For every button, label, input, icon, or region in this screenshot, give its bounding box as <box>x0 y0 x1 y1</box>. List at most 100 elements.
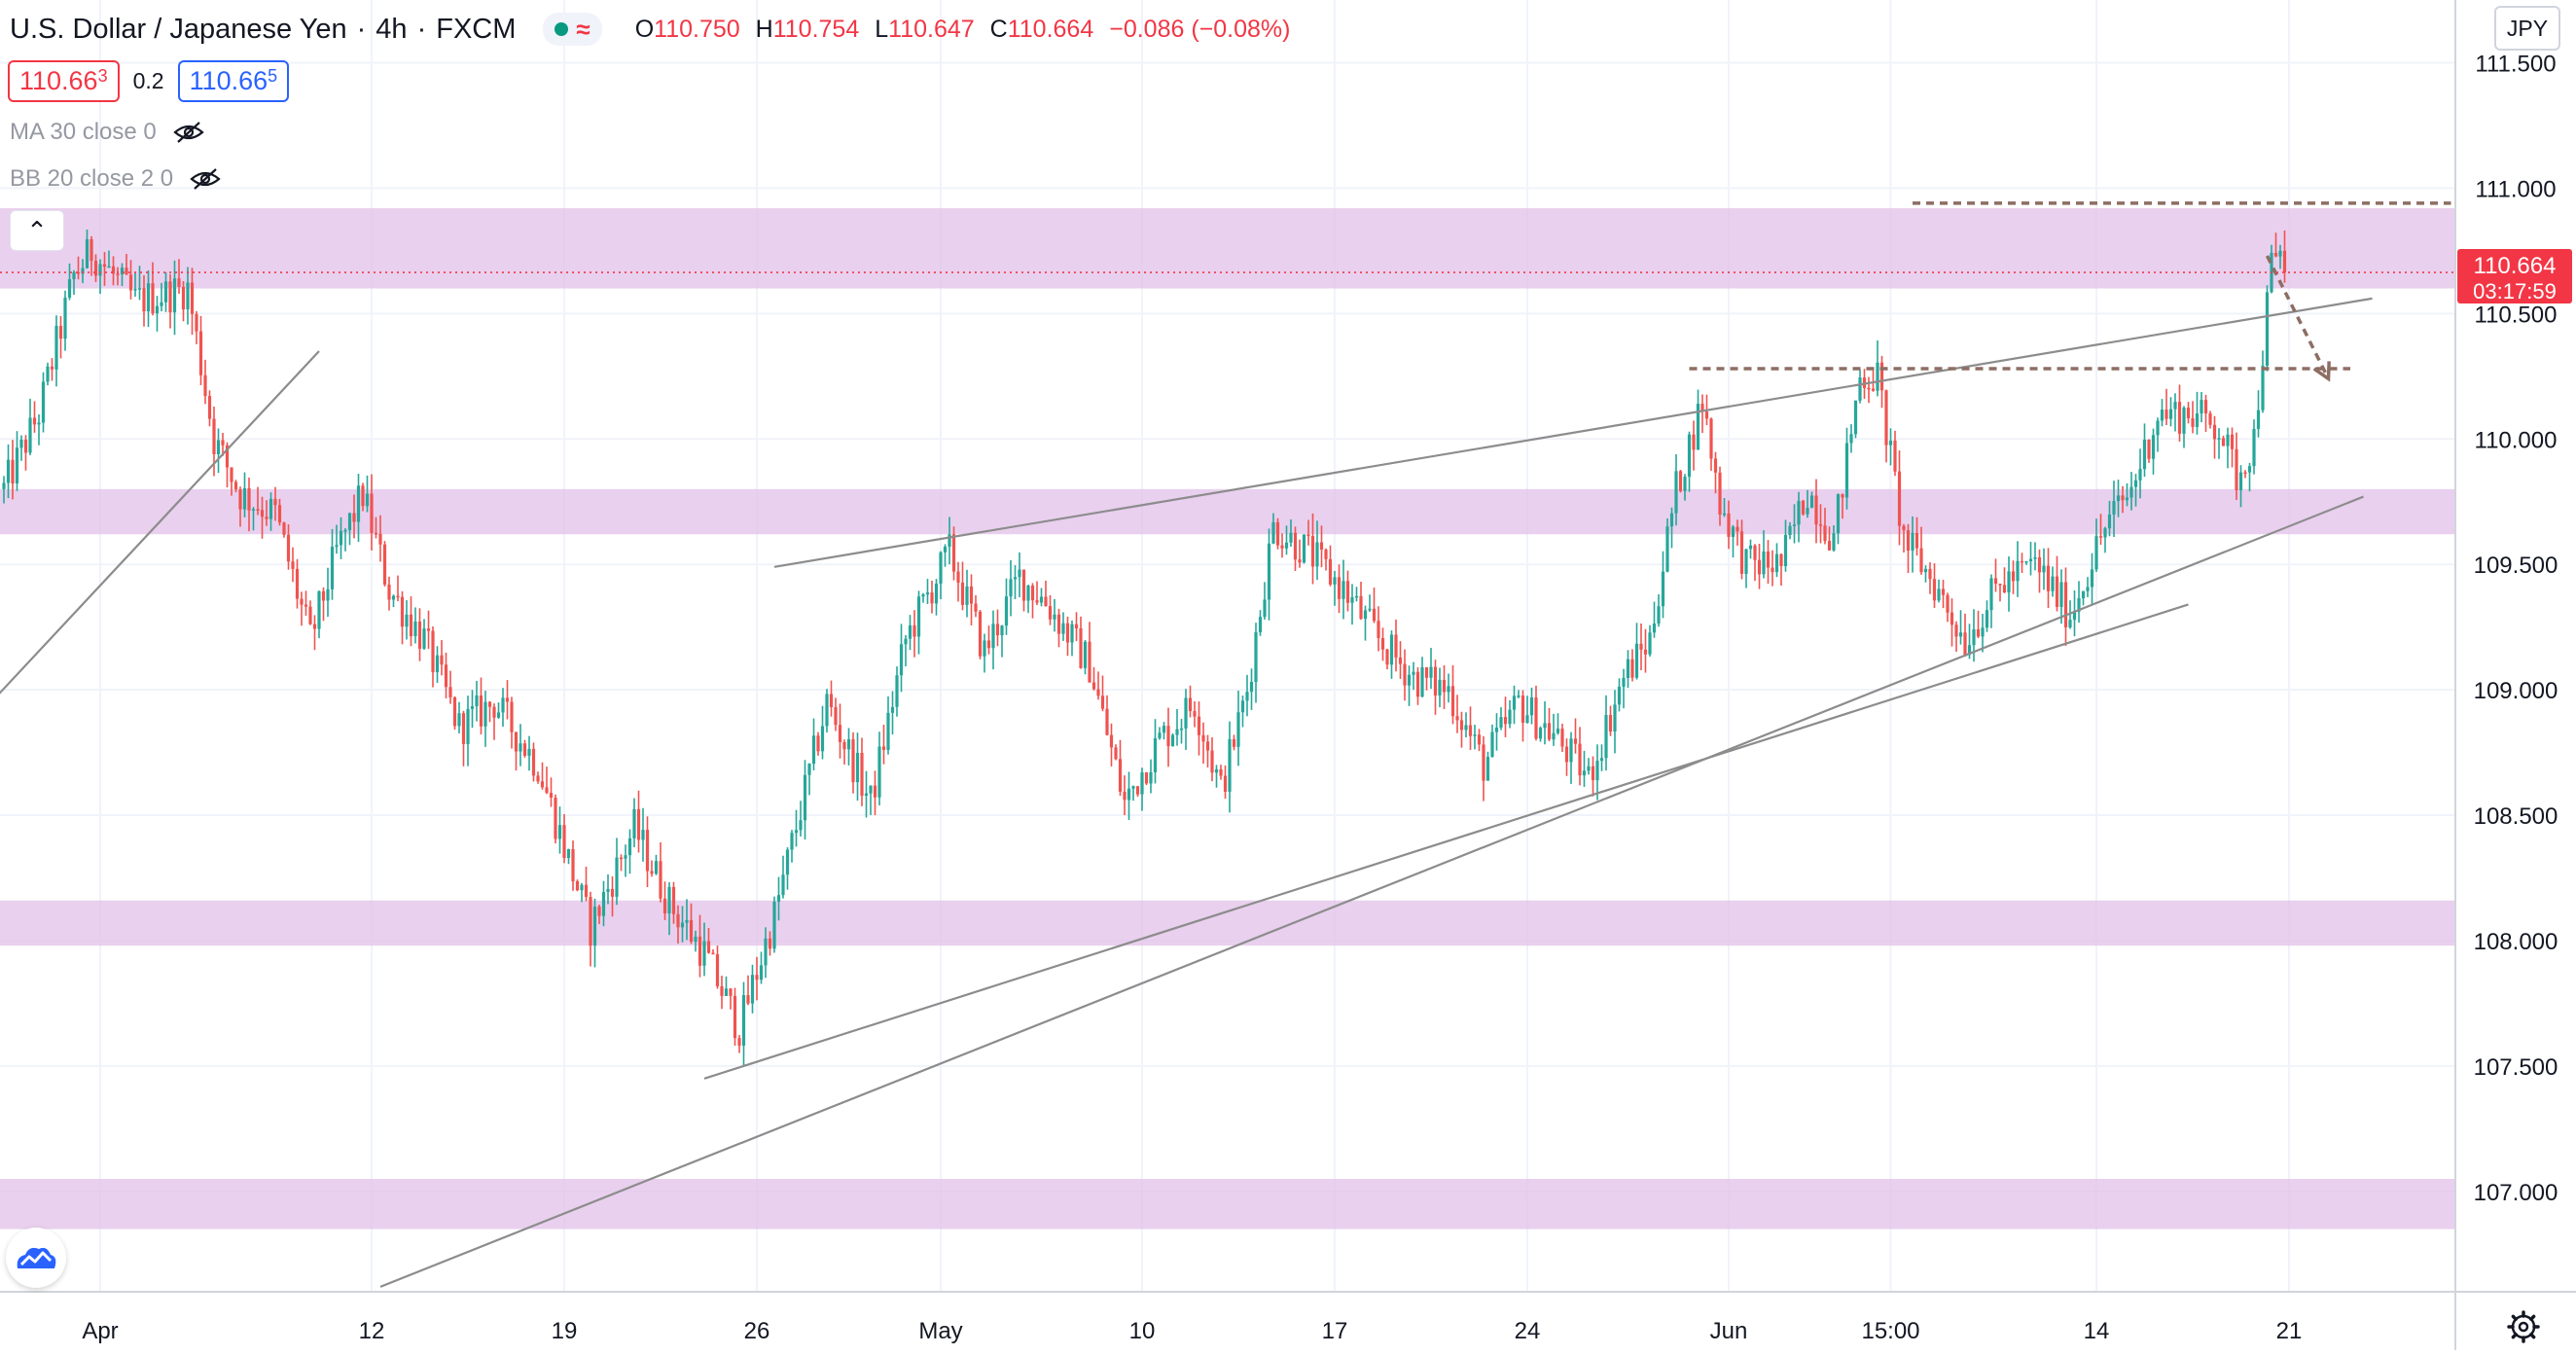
sell-price-button[interactable]: 110.663 <box>8 60 120 102</box>
candle-body <box>2051 576 2055 591</box>
candle-body <box>785 849 790 875</box>
time-tick-label: 10 <box>1129 1318 1156 1344</box>
sell-price-main: 110.66 <box>19 66 98 95</box>
candle-body <box>1779 553 1783 566</box>
candle-body <box>2142 439 2147 470</box>
candle-body <box>2282 250 2287 273</box>
candle-body <box>2016 560 2020 582</box>
market-status-badge[interactable]: ≈ <box>543 13 602 46</box>
support-resistance-zone <box>0 208 2455 289</box>
candle-body <box>1552 732 1556 740</box>
buy-price-button[interactable]: 110.665 <box>177 60 290 102</box>
candle-body <box>811 735 816 765</box>
candle-body <box>282 522 286 535</box>
candle-body <box>825 694 829 727</box>
symbol-title[interactable]: U.S. Dollar / Japanese Yen <box>10 13 347 45</box>
candle-body <box>1219 768 1223 776</box>
candle-body <box>1893 440 1897 472</box>
candle-body <box>580 884 584 891</box>
candle-body <box>829 694 834 707</box>
candle-body <box>1035 600 1039 603</box>
candle-body <box>63 297 67 339</box>
candle-body <box>1985 610 1989 628</box>
time-tick-label: 12 <box>359 1318 385 1344</box>
candle-body <box>527 748 531 756</box>
candle-body <box>89 238 93 262</box>
candle-body <box>1766 551 1771 568</box>
candle-body <box>2011 571 2016 582</box>
candle-body <box>1963 632 1967 656</box>
candle-body <box>343 530 347 532</box>
candle-body <box>501 697 505 713</box>
candle-body <box>431 630 435 673</box>
eye-hidden-icon[interactable] <box>172 121 205 144</box>
candle-body <box>2090 569 2094 588</box>
candle-body <box>1485 757 1490 781</box>
candle-body <box>1626 659 1630 678</box>
candle-body <box>1757 559 1762 575</box>
candle-body <box>1455 716 1459 721</box>
candle-body <box>619 857 624 860</box>
indicator-bb[interactable]: BB 20 close 2 0 <box>10 165 222 193</box>
candle-body <box>2273 252 2278 257</box>
candle-body <box>846 739 851 750</box>
collapse-legend-button[interactable]: ⌃ <box>10 210 64 251</box>
time-tick-label: 15:00 <box>1861 1318 1919 1344</box>
candle-body <box>426 628 431 631</box>
candle-body <box>1482 744 1485 781</box>
candle-body <box>1333 577 1337 585</box>
candle-body <box>247 487 251 511</box>
candle-body <box>2195 413 2200 427</box>
candle-body <box>1700 404 1704 412</box>
candle-body <box>1477 734 1482 745</box>
candle-body <box>444 664 448 688</box>
candle-body <box>557 825 562 839</box>
candle-body <box>2186 408 2191 419</box>
interval-label[interactable]: 4h <box>376 13 408 45</box>
currency-button[interactable]: JPY <box>2494 6 2560 51</box>
time-tick-label: Jun <box>1710 1318 1748 1344</box>
candle-body <box>1613 704 1617 732</box>
candle-body <box>2129 486 2133 498</box>
eye-hidden-icon[interactable] <box>189 167 222 191</box>
tradingview-logo[interactable] <box>6 1228 66 1288</box>
candle-body <box>877 746 881 798</box>
candle-body <box>2208 412 2212 425</box>
candle-body <box>405 614 409 627</box>
candle-body <box>1704 411 1709 419</box>
candle-body <box>2238 472 2243 490</box>
candle-body <box>125 267 128 275</box>
candle-body <box>662 898 667 913</box>
candle-body <box>155 305 160 314</box>
candle-body <box>2063 582 2068 627</box>
candle-body <box>624 855 627 859</box>
candle-body <box>1792 524 1797 526</box>
candle-body <box>1517 695 1521 697</box>
candle-body <box>1954 624 1958 637</box>
candle-body <box>1582 770 1587 776</box>
candle-body <box>1310 536 1315 567</box>
price-tick-label: 109.000 <box>2474 678 2558 704</box>
candle-body <box>650 871 654 874</box>
indicator-ma[interactable]: MA 30 close 0 <box>10 119 205 146</box>
candle-body <box>689 919 694 943</box>
candle-body <box>2235 448 2238 490</box>
candle-body <box>851 739 855 783</box>
candle-body <box>1380 637 1385 650</box>
candle-body <box>466 708 470 745</box>
candle-body <box>1818 524 1823 526</box>
candle-body <box>1669 513 1674 527</box>
candle-body <box>869 785 873 794</box>
candle-body <box>291 561 295 569</box>
candle-body <box>549 793 554 798</box>
candle-body <box>1718 472 1722 515</box>
gear-icon[interactable] <box>2506 1309 2541 1344</box>
candle-body <box>1648 632 1652 655</box>
candle-body <box>1788 525 1792 535</box>
candle-body <box>1665 526 1669 572</box>
candle-body <box>1932 579 1937 601</box>
candle-body <box>519 743 522 752</box>
candle-body <box>1162 726 1166 733</box>
